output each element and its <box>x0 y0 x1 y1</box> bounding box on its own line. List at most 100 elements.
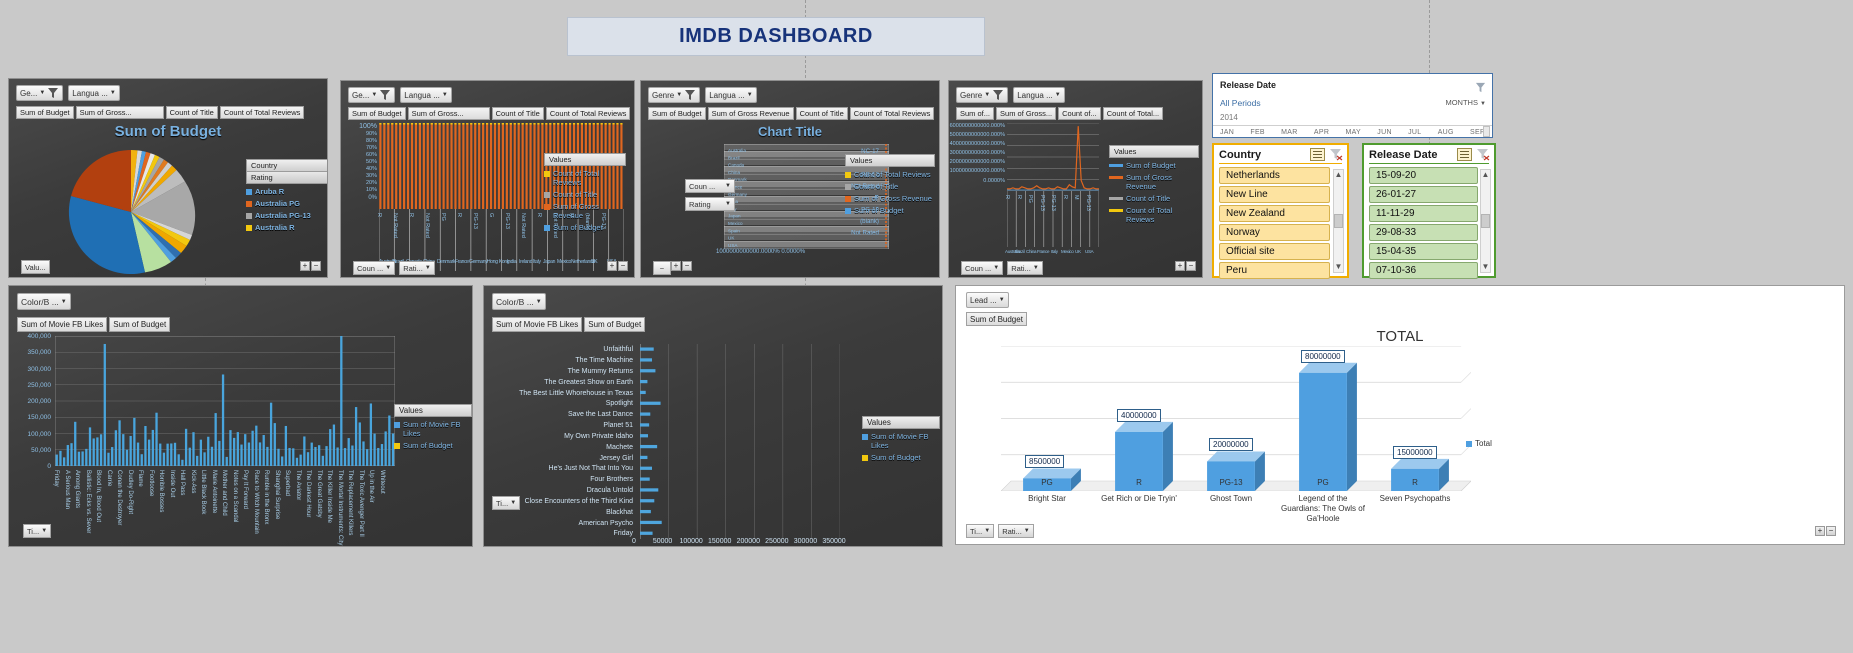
clear-filter-icon[interactable] <box>1476 148 1490 161</box>
field-count-of-total-reviews[interactable]: Count of Total Reviews <box>219 106 305 119</box>
slicer-item[interactable]: Official site <box>1219 243 1330 260</box>
timeline-month[interactable]: JAN <box>1220 129 1235 136</box>
chevron-up-icon[interactable]: ▲ <box>1481 170 1490 179</box>
clear-filter-icon[interactable] <box>1329 148 1343 161</box>
slicer-release-date-scrollbar[interactable]: ▲ ▼ <box>1480 169 1491 273</box>
field-count-of-total-reviews[interactable]: Count of Total Reviews <box>545 107 631 120</box>
slicer-item[interactable]: New Line <box>1219 186 1330 203</box>
slicer-genre[interactable]: Genre ▼ <box>956 87 1009 103</box>
legend-header-values[interactable]: Values <box>544 153 626 166</box>
field-sum-of-budget[interactable]: Sum of Budget <box>584 317 646 332</box>
timeline-month[interactable]: FEB <box>1250 129 1265 136</box>
timeline-month[interactable]: JUL <box>1408 129 1422 136</box>
timeline-month[interactable]: SEP <box>1470 129 1485 136</box>
field-sum-of-gross-revenue[interactable]: Sum of Gross Revenue <box>707 107 794 120</box>
zoom-in-button[interactable]: + <box>1815 526 1825 536</box>
timeline-month[interactable]: MAR <box>1281 129 1298 136</box>
field-sum-of-budget[interactable]: Sum of Budget <box>648 107 706 120</box>
slicer-color-b[interactable]: Color/B ... ▼ <box>492 293 546 310</box>
chevron-down-icon[interactable]: ▼ <box>1334 262 1343 271</box>
field-count-of-total-reviews[interactable]: Count of Total Reviews <box>849 107 935 120</box>
field-sum-of-gross[interactable]: Sum of Gross... <box>996 107 1057 120</box>
panel6-footer-slicer-title[interactable]: Ti... ▼ <box>492 496 521 510</box>
panel3-slicer-country[interactable]: Coun ... ▼ <box>685 179 735 193</box>
slicer-release-date[interactable]: Release Date 15-09-20 26-01-27 11-11-29 … <box>1362 143 1496 279</box>
zoom-out-button[interactable]: − <box>1826 526 1836 536</box>
slicer-item[interactable]: New Zealand <box>1219 205 1330 222</box>
field-sum-of-movie-fb-likes[interactable]: Sum of Movie FB Likes <box>492 317 583 332</box>
multi-select-icon[interactable] <box>1310 148 1325 161</box>
zoom-out-button[interactable]: − <box>311 261 321 271</box>
slicer-color-b[interactable]: Color/B ... ▼ <box>17 293 71 310</box>
field-count-of[interactable]: Count of... <box>1058 107 1101 120</box>
slicer-language[interactable]: Langua ... ▼ <box>1013 87 1065 103</box>
field-sum-of-gross[interactable]: Sum of Gross... <box>407 107 490 120</box>
zoom-out-button[interactable]: − <box>682 261 692 271</box>
zoom-in-button[interactable]: + <box>1175 261 1185 271</box>
field-sum-of-movie-fb-likes[interactable]: Sum of Movie FB Likes <box>17 317 108 332</box>
slicer-lead[interactable]: Lead ... ▼ <box>966 292 1009 308</box>
slicer-genre[interactable]: Genre ▼ <box>648 87 701 103</box>
slicer-genre[interactable]: Ge... ▼ <box>16 85 64 101</box>
field-sum-of-gross[interactable]: Sum of Gross... <box>75 106 164 119</box>
field-count-of-title[interactable]: Count of Title <box>795 107 848 120</box>
timeline-month[interactable]: MAY <box>1345 129 1362 136</box>
panel7-footer-slicer-rating[interactable]: Rati... ▼ <box>998 524 1034 538</box>
zoom-out-button[interactable]: − <box>1186 261 1196 271</box>
panel3-footer-slicer[interactable]: − <box>653 261 671 275</box>
scrollbar-thumb[interactable] <box>1334 214 1343 228</box>
timeline-month[interactable]: AUG <box>1437 129 1454 136</box>
legend-header-rating[interactable]: Rating <box>246 172 327 184</box>
zoom-in-button[interactable]: + <box>300 261 310 271</box>
slicer-language[interactable]: Langua ... ▼ <box>68 85 120 101</box>
timeline-months-selector[interactable]: MONTHS ▼ <box>1445 98 1486 107</box>
field-sum-of-budget[interactable]: Sum of Budget <box>16 106 74 119</box>
timeline-slicer-release-date[interactable]: Release Date All Periods MONTHS ▼ 2014 J… <box>1212 73 1493 138</box>
slicer-item[interactable]: 26-01-27 <box>1369 186 1478 203</box>
zoom-in-button[interactable]: + <box>607 261 617 271</box>
panel7-footer-slicer-title[interactable]: Ti... ▼ <box>966 524 995 538</box>
legend-header-values[interactable]: Values <box>1109 145 1199 158</box>
slicer-genre[interactable]: Ge... ▼ <box>348 87 396 103</box>
slicer-item[interactable]: 29-08-33 <box>1369 224 1478 241</box>
panel3-slicer-rating[interactable]: Rating ▼ <box>685 197 735 211</box>
slicer-country-scrollbar[interactable]: ▲ ▼ <box>1333 169 1344 273</box>
slicer-item[interactable]: 15-04-35 <box>1369 243 1478 260</box>
legend-header-country[interactable]: Country <box>246 159 327 172</box>
timeline-month[interactable]: JUN <box>1377 129 1392 136</box>
zoom-out-button[interactable]: − <box>618 261 628 271</box>
slicer-language[interactable]: Langua ... ▼ <box>705 87 757 103</box>
panel4-footer-slicer-rating[interactable]: Rati... ▼ <box>1007 261 1043 275</box>
panel5-footer-slicer-title[interactable]: Ti... ▼ <box>23 524 52 538</box>
scrollbar-thumb[interactable] <box>1481 214 1490 228</box>
legend-header-values[interactable]: Values <box>394 404 472 417</box>
slicer-item[interactable]: 15-09-20 <box>1369 167 1478 184</box>
slicer-language[interactable]: Langua ... ▼ <box>400 87 452 103</box>
timeline-scrollbar[interactable] <box>1483 126 1490 137</box>
chevron-down-icon[interactable]: ▼ <box>1481 262 1490 271</box>
slicer-item[interactable]: Norway <box>1219 224 1330 241</box>
slicer-item[interactable]: 11-11-29 <box>1369 205 1478 222</box>
clear-filter-icon[interactable] <box>1475 80 1486 98</box>
field-sum-of-budget[interactable]: Sum of Budget <box>966 312 1027 326</box>
slicer-item[interactable]: Peru <box>1219 262 1330 279</box>
field-sum-of-budget[interactable]: Sum of Budget <box>109 317 171 332</box>
chevron-up-icon[interactable]: ▲ <box>1334 170 1343 179</box>
timeline-month-ticks[interactable]: JAN FEB MAR APR MAY JUN JUL AUG SEP <box>1220 129 1485 136</box>
slicer-item[interactable]: 07-10-36 <box>1369 262 1478 279</box>
legend-header-values[interactable]: Values <box>845 154 935 167</box>
multi-select-icon[interactable] <box>1457 148 1472 161</box>
slicer-country[interactable]: Country Netherlands New Line New Zealand… <box>1212 143 1349 279</box>
legend-header-values[interactable]: Values <box>862 416 940 429</box>
slicer-item[interactable]: Netherlands <box>1219 167 1330 184</box>
panel4-footer-slicer-country[interactable]: Coun ... ▼ <box>961 261 1004 275</box>
field-count-of-total[interactable]: Count of Total... <box>1102 107 1164 120</box>
panel1-footer-slicer-values[interactable]: Valu... <box>21 260 50 274</box>
field-count-of-title[interactable]: Count of Title <box>165 106 218 119</box>
panel2-footer-slicer-country[interactable]: Coun ... ▼ <box>353 261 396 275</box>
panel2-footer-slicer-rating[interactable]: Rati... ▼ <box>399 261 435 275</box>
field-sum-of[interactable]: Sum of... <box>956 107 995 120</box>
timeline-month[interactable]: APR <box>1313 129 1330 136</box>
field-count-of-title[interactable]: Count of Title <box>491 107 544 120</box>
field-sum-of-budget[interactable]: Sum of Budget <box>348 107 406 120</box>
